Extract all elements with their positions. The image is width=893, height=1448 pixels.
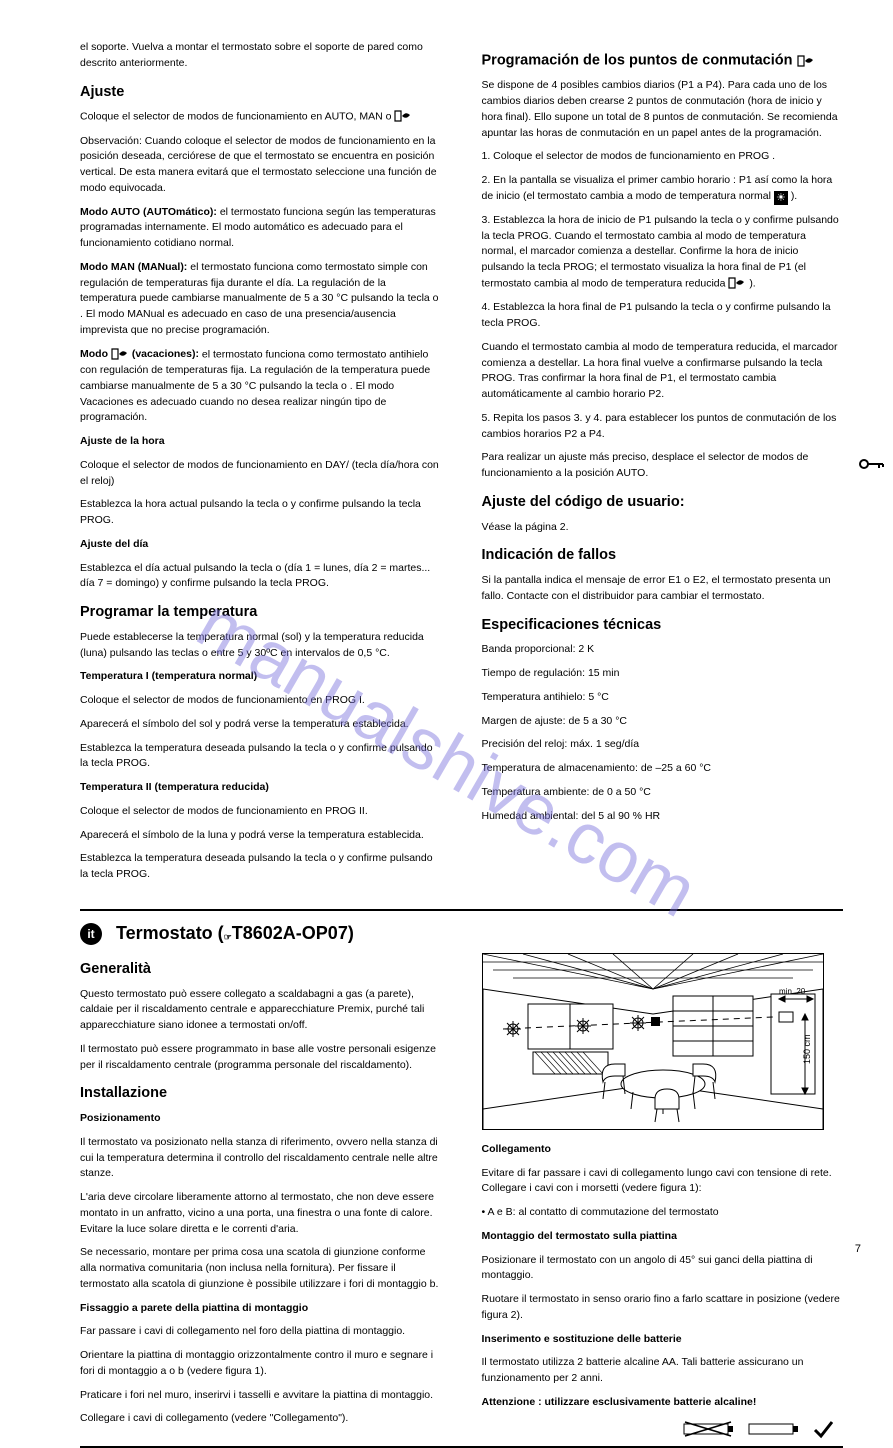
subheading: Temperatura I (temperatura normal) <box>80 669 442 685</box>
para: 2. En la pantalla se visualiza el primer… <box>482 173 844 205</box>
para: Establezca la hora actual pulsando la te… <box>80 497 442 529</box>
subheading: Temperatura II (temperatura reducida) <box>80 780 442 796</box>
para: Posizionare il termostato con un angolo … <box>482 1253 844 1285</box>
spec-line: Temperatura de almacenamiento: de –25 a … <box>482 761 844 777</box>
para: Evitare di far passare i cavi di collega… <box>482 1166 844 1198</box>
para: Orientare la piattina di montaggio orizz… <box>80 1348 442 1380</box>
para: Praticare i fori nel muro, inserirvi i t… <box>80 1388 442 1404</box>
heading-especificaciones: Especificaciones técnicas <box>482 615 844 637</box>
para: Modo (vacaciones): el termostato funcion… <box>80 347 442 426</box>
para: 3. Establezca la hora de inicio de P1 pu… <box>482 213 844 292</box>
para: 5. Repita los pasos 3. y 4. para estable… <box>482 411 844 443</box>
para: Collegare i cavi di collegamento (vedere… <box>80 1411 442 1427</box>
subheading: Fissaggio a parete della piattina di mon… <box>80 1301 442 1317</box>
heading-prog-puntos: Programación de los puntos de conmutació… <box>482 50 844 72</box>
subheading: Inserimento e sostituzione delle batteri… <box>482 1332 844 1348</box>
para: Coloque el selector de modos de funciona… <box>80 458 442 490</box>
spec-line: Banda proporcional: 2 K <box>482 642 844 658</box>
para: L'aria deve circolare liberamente attorn… <box>80 1190 442 1237</box>
it-heading-row: it Termostato (☞T8602A-OP07) <box>80 923 843 945</box>
room-figure: 150 cm min. 20 <box>482 953 824 1130</box>
label-min20: min. 20 <box>779 987 806 996</box>
it-columns: Generalità Questo termostato può essere … <box>80 949 843 1445</box>
spec-line: Temperatura antihielo: 5 °C <box>482 690 844 706</box>
subheading: Ajuste de la hora <box>80 434 442 450</box>
subheading: Collegamento <box>482 1142 844 1158</box>
para: Coloque el selector de modos de funciona… <box>80 109 442 125</box>
spec-line: Precisión del reloj: máx. 1 seg/día <box>482 737 844 753</box>
spec-line: Margen de ajuste: de 5 a 30 °C <box>482 714 844 730</box>
language-badge: it <box>80 923 102 945</box>
heading-codigo: Ajuste del código de usuario: <box>482 492 844 514</box>
heading-generalita: Generalità <box>80 959 442 981</box>
heading-fallos: Indicación de fallos <box>482 545 844 567</box>
para: Aparecerá el símbolo de la luna y podrá … <box>80 828 442 844</box>
para: Establezca la temperatura deseada pulsan… <box>80 851 442 883</box>
para: Attenzione : utilizzare esclusivamente b… <box>482 1395 844 1411</box>
para: Observación: Cuando coloque el selector … <box>80 134 442 197</box>
it-left-column: Generalità Questo termostato può essere … <box>80 949 442 1445</box>
battery-icons <box>482 1419 844 1445</box>
section-divider <box>80 909 843 911</box>
para: Il termostato va posizionato nella stanz… <box>80 1135 442 1182</box>
eco-icon <box>728 276 746 292</box>
subheading: Posizionamento <box>80 1111 442 1127</box>
heading-prog-temp: Programar la temperatura <box>80 602 442 624</box>
battery-wrong-icon <box>683 1419 737 1439</box>
spec-line: Temperatura ambiente: de 0 a 50 °C <box>482 785 844 801</box>
para: Coloque el selector de modos de funciona… <box>80 693 442 709</box>
para: Far passare i cavi di collegamento nel f… <box>80 1324 442 1340</box>
right-column: Programación de los puntos de conmutació… <box>482 40 844 891</box>
heading-ajuste: Ajuste <box>80 82 442 104</box>
para: Para realizar un ajuste más preciso, des… <box>482 450 844 482</box>
para: Se dispone de 4 posibles cambios diarios… <box>482 78 844 141</box>
para: Il termostato può essere programmato in … <box>80 1042 442 1074</box>
sun-icon: ☀ <box>774 191 788 205</box>
para: Cuando el termostato cambia al modo de t… <box>482 340 844 403</box>
eco-icon <box>111 347 129 363</box>
subheading: Ajuste del día <box>80 537 442 553</box>
key-icon <box>859 455 885 473</box>
para: Véase la página 2. <box>482 520 844 536</box>
para: Se necessario, montare per prima cosa un… <box>80 1245 442 1292</box>
label-150cm: 150 cm <box>802 1034 812 1064</box>
upper-columns: el soporte. Vuelva a montar el termostat… <box>80 40 843 891</box>
para: Establezca el día actual pulsando la tec… <box>80 561 442 593</box>
para: 4. Establezca la hora final de P1 pulsan… <box>482 300 844 332</box>
para: Modo AUTO (AUTOmático): el termostato fu… <box>80 205 442 252</box>
para: Si la pantalla indica el mensaje de erro… <box>482 573 844 605</box>
spec-line: Tiempo de regulación: 15 min <box>482 666 844 682</box>
spec-line: Humedad ambiental: del 5 al 90 % HR <box>482 809 844 825</box>
para: Ruotare il termostato in senso orario fi… <box>482 1292 844 1324</box>
subheading: Montaggio del termostato sulla piattina <box>482 1229 844 1245</box>
heading-installazione: Installazione <box>80 1083 442 1105</box>
para: Aparecerá el símbolo del sol y podrá ver… <box>80 717 442 733</box>
para: Il termostato utilizza 2 batterie alcali… <box>482 1355 844 1387</box>
eco-icon <box>797 50 815 72</box>
para: Modo MAN (MANual): el termostato funcion… <box>80 260 442 339</box>
para: Establezca la temperatura deseada pulsan… <box>80 741 442 773</box>
para: el soporte. Vuelva a montar el termostat… <box>80 40 442 72</box>
battery-ok-icon <box>748 1419 802 1439</box>
para: Questo termostato può essere collegato a… <box>80 987 442 1034</box>
it-right-column: 150 cm min. 20 <box>482 949 844 1445</box>
para: 1. Coloque el selector de modos de funci… <box>482 149 844 165</box>
checkmark-icon <box>813 1419 833 1439</box>
left-column: el soporte. Vuelva a montar el termostat… <box>80 40 442 891</box>
para: Coloque el selector de modos de funciona… <box>80 804 442 820</box>
list-item: • A e B: al contatto di commutazione del… <box>482 1205 844 1221</box>
page-number: 7 <box>855 1243 861 1255</box>
para: Puede establecerse la temperatura normal… <box>80 630 442 662</box>
eco-icon <box>394 109 412 125</box>
